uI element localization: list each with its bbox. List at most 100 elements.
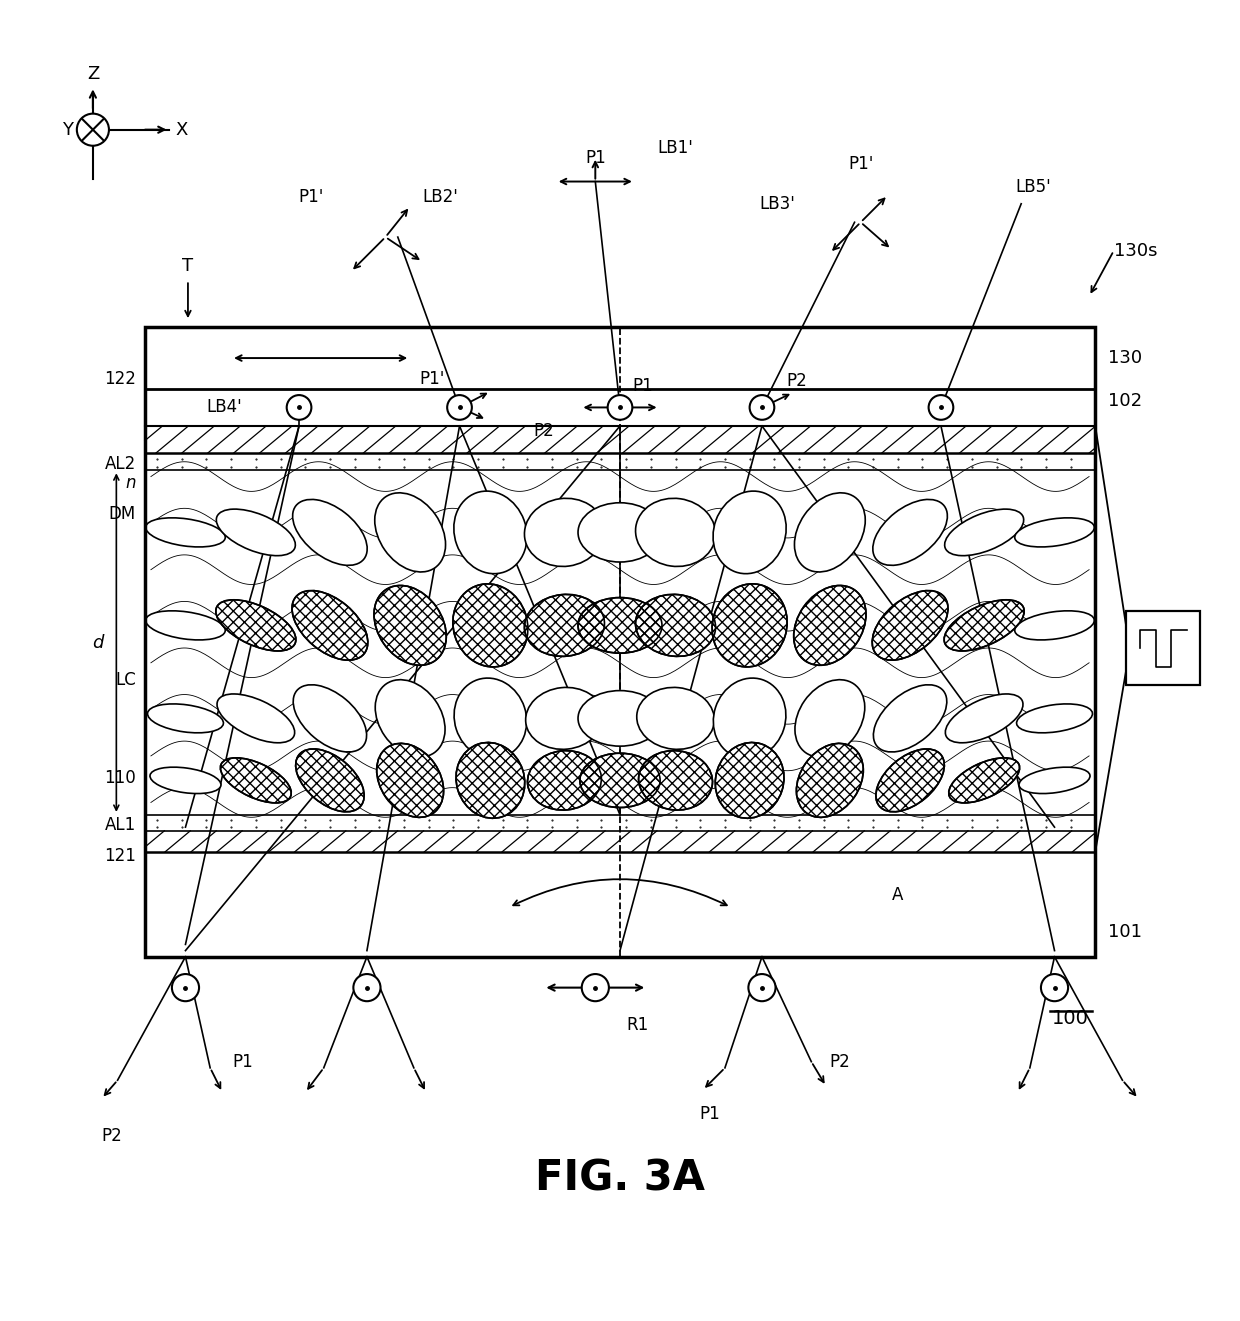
Text: P1: P1 xyxy=(232,1053,253,1071)
Text: LB3': LB3' xyxy=(759,194,795,213)
Text: LB2': LB2' xyxy=(423,188,459,206)
Ellipse shape xyxy=(150,768,221,794)
Text: LB4': LB4' xyxy=(207,399,242,416)
Ellipse shape xyxy=(873,499,947,565)
Circle shape xyxy=(77,114,109,145)
Ellipse shape xyxy=(453,584,528,667)
Text: P1': P1' xyxy=(848,155,873,173)
Ellipse shape xyxy=(580,753,660,807)
Text: LC: LC xyxy=(115,671,136,688)
Ellipse shape xyxy=(795,493,866,572)
Ellipse shape xyxy=(713,491,786,573)
Text: LB5': LB5' xyxy=(1016,178,1050,197)
Circle shape xyxy=(448,395,472,420)
Text: AL1: AL1 xyxy=(105,815,136,834)
Ellipse shape xyxy=(945,694,1023,742)
Ellipse shape xyxy=(1014,518,1094,547)
Ellipse shape xyxy=(796,744,863,818)
Circle shape xyxy=(749,974,775,1001)
Ellipse shape xyxy=(527,750,601,810)
Ellipse shape xyxy=(295,749,365,812)
Ellipse shape xyxy=(217,694,295,742)
Ellipse shape xyxy=(291,590,368,660)
Text: Z: Z xyxy=(87,65,99,83)
Ellipse shape xyxy=(578,597,662,653)
Ellipse shape xyxy=(872,590,949,660)
Ellipse shape xyxy=(454,491,527,573)
Ellipse shape xyxy=(146,518,226,547)
Circle shape xyxy=(172,974,200,1001)
Ellipse shape xyxy=(374,585,446,666)
Ellipse shape xyxy=(525,594,604,657)
Text: DM: DM xyxy=(109,505,136,523)
Circle shape xyxy=(286,395,311,420)
Text: n: n xyxy=(125,474,136,491)
Ellipse shape xyxy=(794,585,866,666)
Ellipse shape xyxy=(578,691,662,746)
Text: 110: 110 xyxy=(104,769,136,787)
Ellipse shape xyxy=(148,704,223,733)
Text: P1: P1 xyxy=(699,1104,720,1123)
Text: 102: 102 xyxy=(1107,392,1142,411)
Ellipse shape xyxy=(639,750,713,810)
Text: T: T xyxy=(182,258,193,275)
Text: A: A xyxy=(892,886,903,904)
Ellipse shape xyxy=(526,687,603,749)
Text: P2: P2 xyxy=(830,1053,851,1071)
Ellipse shape xyxy=(637,687,714,749)
Ellipse shape xyxy=(454,678,527,758)
Ellipse shape xyxy=(377,744,444,818)
Ellipse shape xyxy=(636,594,715,657)
Text: P2: P2 xyxy=(786,373,807,390)
Circle shape xyxy=(353,974,381,1001)
Text: 101: 101 xyxy=(1107,923,1142,941)
Ellipse shape xyxy=(944,600,1024,651)
Ellipse shape xyxy=(525,498,604,567)
Text: FIG. 3A: FIG. 3A xyxy=(534,1159,706,1199)
Ellipse shape xyxy=(293,499,367,565)
Text: P1': P1' xyxy=(419,370,445,387)
Ellipse shape xyxy=(374,493,445,572)
Circle shape xyxy=(608,395,632,420)
Ellipse shape xyxy=(146,610,226,639)
Circle shape xyxy=(1040,974,1068,1001)
Ellipse shape xyxy=(1014,610,1094,639)
Circle shape xyxy=(582,974,609,1001)
Text: Y: Y xyxy=(62,120,73,139)
Text: 100: 100 xyxy=(1053,1009,1089,1028)
Ellipse shape xyxy=(945,509,1024,556)
Text: P1: P1 xyxy=(632,376,653,395)
Ellipse shape xyxy=(795,680,864,757)
Ellipse shape xyxy=(875,749,945,812)
Text: 121: 121 xyxy=(104,847,136,864)
Ellipse shape xyxy=(713,678,786,758)
Ellipse shape xyxy=(1017,704,1092,733)
Ellipse shape xyxy=(949,758,1019,803)
Text: d: d xyxy=(93,634,104,651)
Bar xyxy=(145,328,1095,956)
Bar xyxy=(1126,612,1200,686)
Ellipse shape xyxy=(873,684,947,752)
Text: P2: P2 xyxy=(533,423,554,440)
Text: 130s: 130s xyxy=(1114,242,1157,260)
Text: AL2: AL2 xyxy=(105,456,136,473)
Text: 130: 130 xyxy=(1107,349,1142,367)
Ellipse shape xyxy=(715,742,784,818)
Circle shape xyxy=(750,395,774,420)
Ellipse shape xyxy=(293,684,367,752)
Text: R1: R1 xyxy=(626,1016,649,1034)
Ellipse shape xyxy=(456,742,525,818)
Ellipse shape xyxy=(221,758,291,803)
Text: P1': P1' xyxy=(299,188,324,206)
Text: 122: 122 xyxy=(104,370,136,388)
Text: LB1': LB1' xyxy=(657,139,693,157)
Ellipse shape xyxy=(636,498,715,567)
Circle shape xyxy=(929,395,954,420)
Text: X: X xyxy=(176,120,188,139)
Text: P2: P2 xyxy=(100,1127,122,1145)
Ellipse shape xyxy=(1019,768,1090,794)
Ellipse shape xyxy=(216,509,295,556)
Text: P1: P1 xyxy=(585,149,605,166)
Ellipse shape xyxy=(578,503,662,561)
Ellipse shape xyxy=(376,680,445,757)
